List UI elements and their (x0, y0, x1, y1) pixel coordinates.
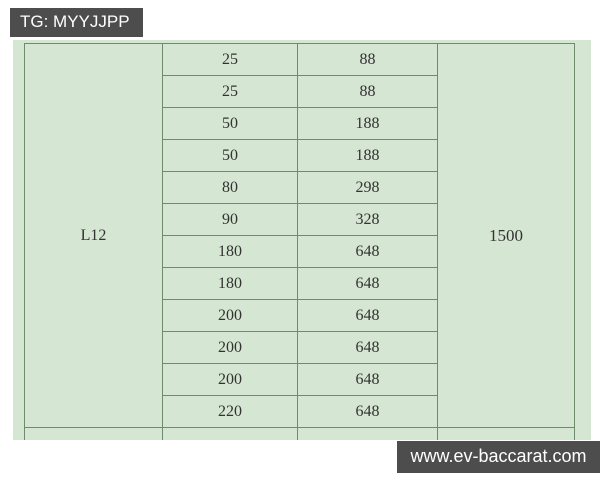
tag-badge-label: TG: MYYJJPP (20, 12, 130, 31)
qty-cell: 50 (163, 140, 298, 171)
qty-cell: 90 (163, 204, 298, 235)
table-row: 25 88 (163, 44, 438, 76)
price-cell: 648 (298, 396, 438, 427)
tag-badge: TG: MYYJJPP (10, 8, 143, 37)
row-group-label: L12 (80, 226, 107, 244)
table-row: 50 188 (163, 140, 438, 172)
price-cell: 648 (298, 268, 438, 299)
table-row: 200 648 (163, 332, 438, 364)
qty-cell: 25 (163, 44, 298, 75)
qty-cell: 180 (163, 236, 298, 267)
price-cell: 648 (298, 236, 438, 267)
total-cell: 1500 (438, 44, 574, 427)
qty-cell: 200 (163, 300, 298, 331)
grid-line-stub (162, 428, 163, 440)
data-table: L12 25 88 25 88 50 188 50 188 80 298 90 … (24, 43, 575, 428)
price-cell: 648 (298, 364, 438, 395)
table-row: 25 88 (163, 76, 438, 108)
price-cell: 188 (298, 108, 438, 139)
price-cell: 88 (298, 44, 438, 75)
grid-line-stub (24, 428, 25, 440)
table-rows: 25 88 25 88 50 188 50 188 80 298 90 328 … (163, 44, 438, 427)
price-cell: 648 (298, 332, 438, 363)
qty-cell: 80 (163, 172, 298, 203)
table-row: 200 648 (163, 364, 438, 396)
price-cell: 298 (298, 172, 438, 203)
price-cell: 188 (298, 140, 438, 171)
price-cell: 328 (298, 204, 438, 235)
grid-line-stub (574, 428, 575, 440)
qty-cell: 200 (163, 364, 298, 395)
qty-cell: 50 (163, 108, 298, 139)
grid-line-stub (297, 428, 298, 440)
table-row: 80 298 (163, 172, 438, 204)
table-row: 50 188 (163, 108, 438, 140)
qty-cell: 200 (163, 332, 298, 363)
table-row: 220 648 (163, 396, 438, 427)
table-row: 180 648 (163, 236, 438, 268)
watermark-badge: www.ev-baccarat.com (397, 441, 600, 473)
qty-cell: 25 (163, 76, 298, 107)
qty-cell: 220 (163, 396, 298, 427)
price-cell: 88 (298, 76, 438, 107)
row-group-cell: L12 (25, 44, 163, 427)
table-row: 200 648 (163, 300, 438, 332)
qty-cell: 180 (163, 268, 298, 299)
table-row: 90 328 (163, 204, 438, 236)
table-panel: L12 25 88 25 88 50 188 50 188 80 298 90 … (13, 40, 591, 440)
total-value: 1500 (489, 225, 523, 245)
watermark-label: www.ev-baccarat.com (410, 446, 587, 466)
price-cell: 648 (298, 300, 438, 331)
table-row: 180 648 (163, 268, 438, 300)
grid-line-stub (437, 428, 438, 440)
